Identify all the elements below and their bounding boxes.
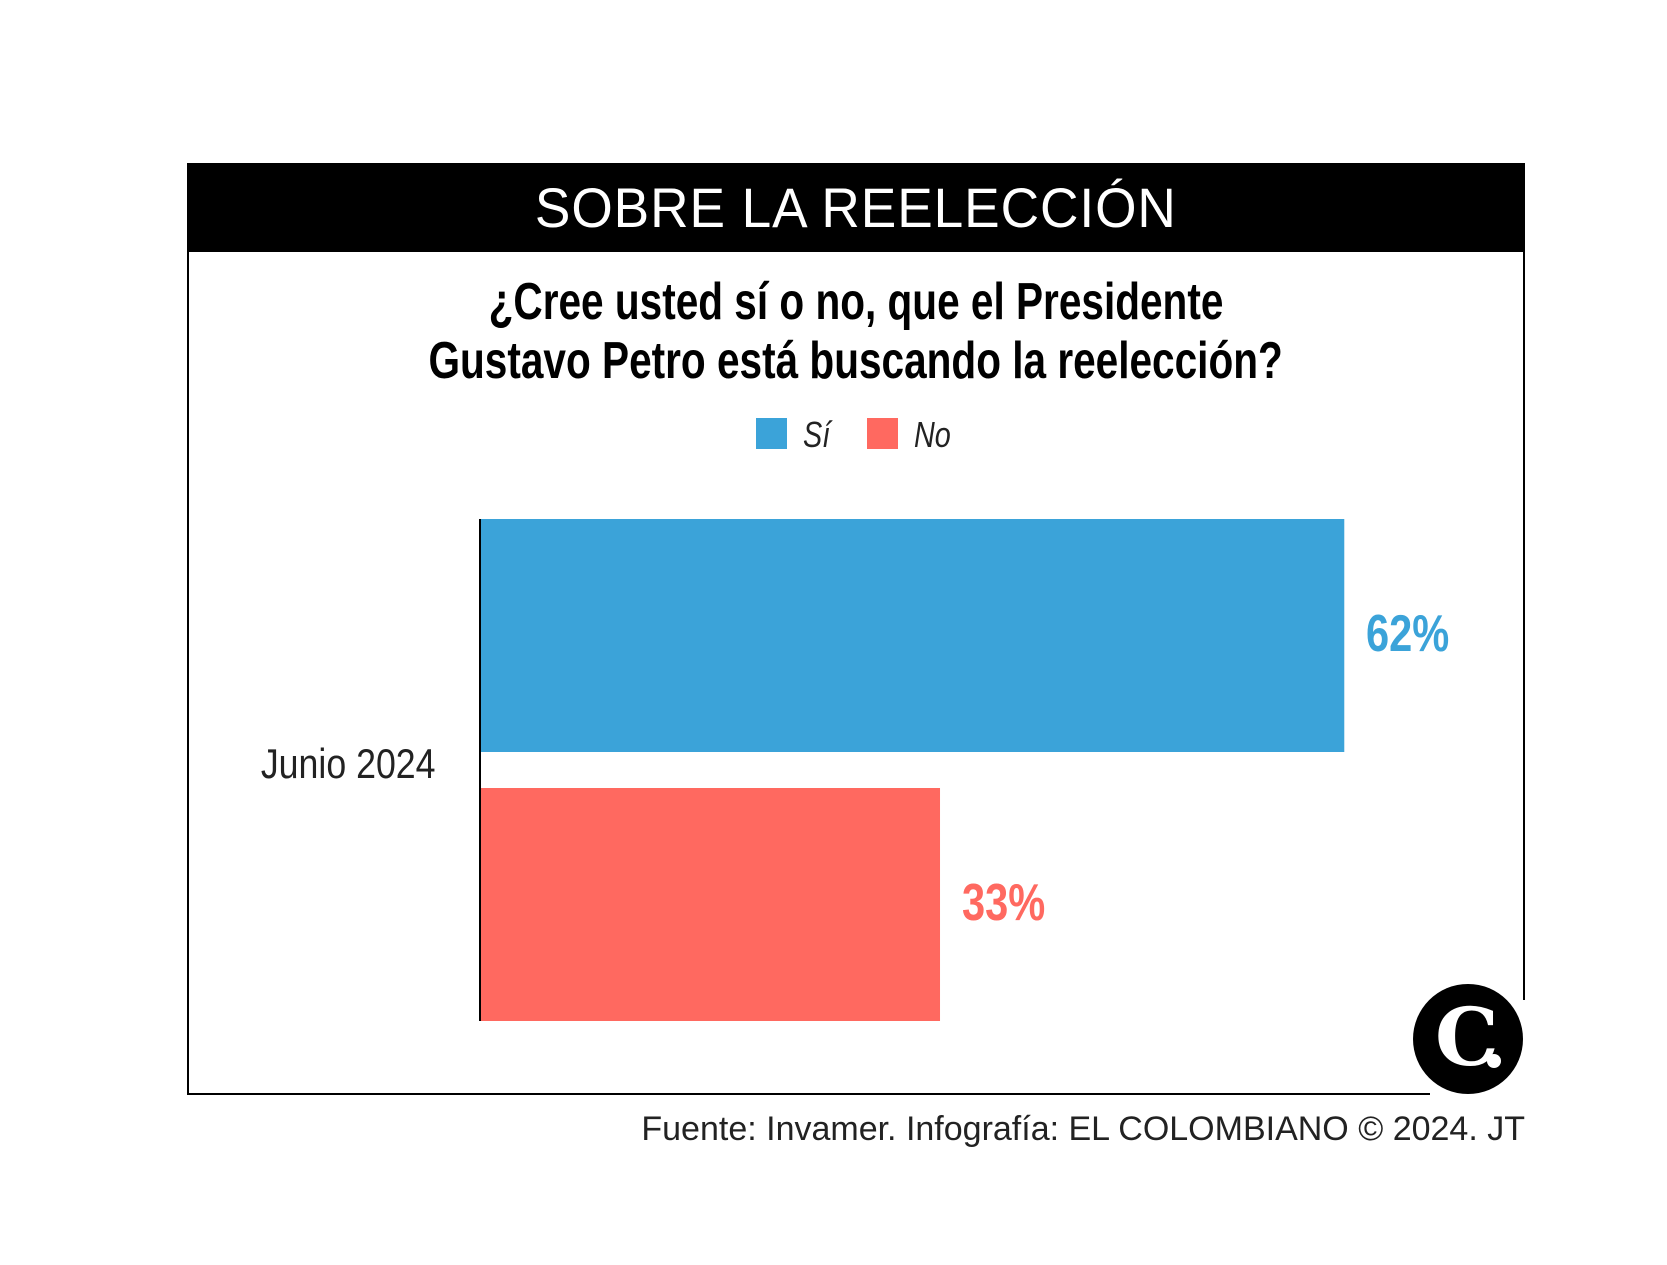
legend-swatch-no [867, 418, 898, 449]
category-label: Junio 2024 [261, 740, 436, 787]
header-title: SOBRE LA REELECCIÓN [535, 176, 1177, 239]
legend: Sí No [0, 414, 1667, 455]
source-footer: Fuente: Invamer. Infografía: EL COLOMBIA… [641, 1110, 1525, 1148]
el-colombiano-logo: C [1413, 984, 1523, 1094]
chart-title-line-1: ¿Cree usted sí o no, que el Presidente [488, 273, 1224, 331]
chart-title-line-2: Gustavo Petro está buscando la reelecció… [428, 332, 1284, 390]
legend-label-no: No [914, 414, 951, 455]
legend-swatch-si [756, 418, 787, 449]
value-label-no: 33% [962, 873, 1046, 932]
legend-label-si: Sí [803, 414, 831, 455]
bar-no [480, 788, 941, 1021]
header-banner: SOBRE LA REELECCIÓN [187, 163, 1525, 252]
value-label-si: 62% [1366, 604, 1450, 663]
bar-si [480, 519, 1345, 752]
